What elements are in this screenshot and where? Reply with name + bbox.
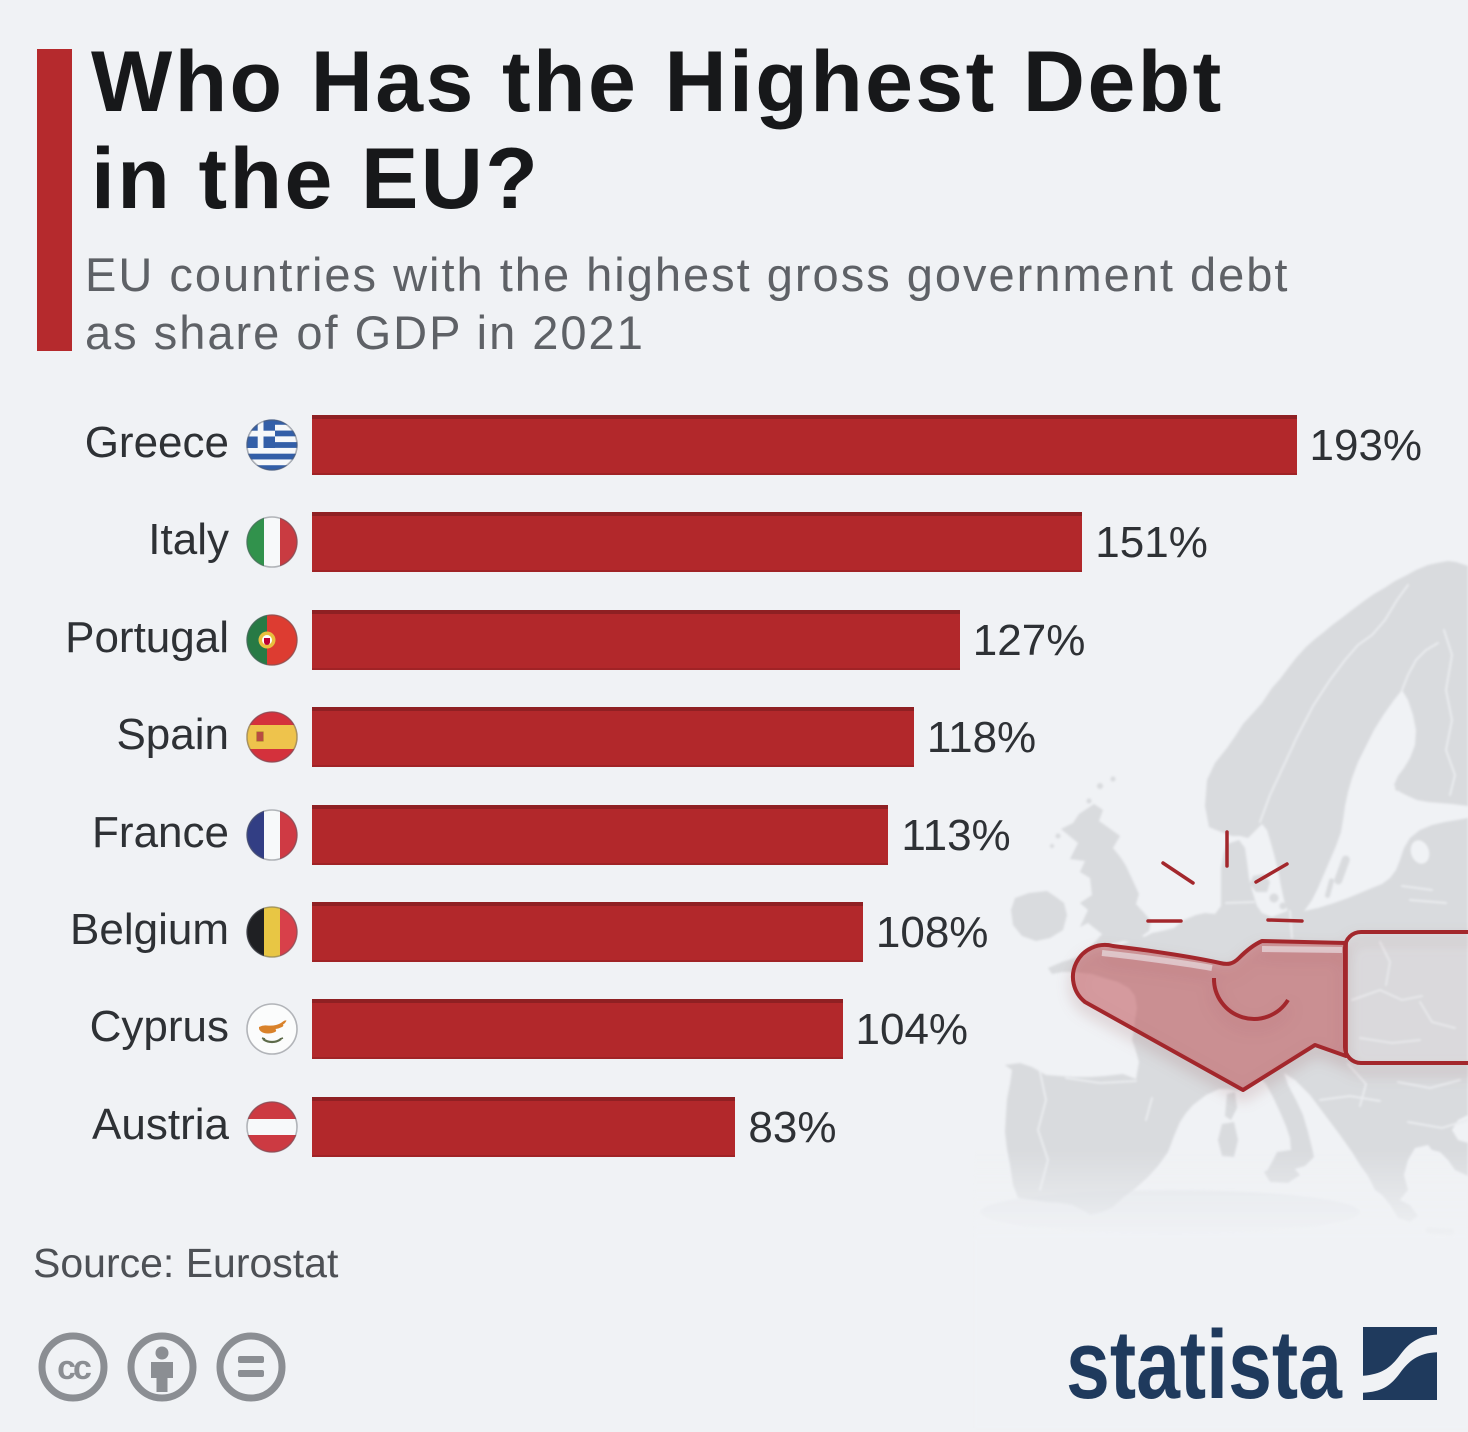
svg-text:cc: cc <box>57 1349 91 1387</box>
svg-text:statista: statista <box>1066 1322 1343 1419</box>
